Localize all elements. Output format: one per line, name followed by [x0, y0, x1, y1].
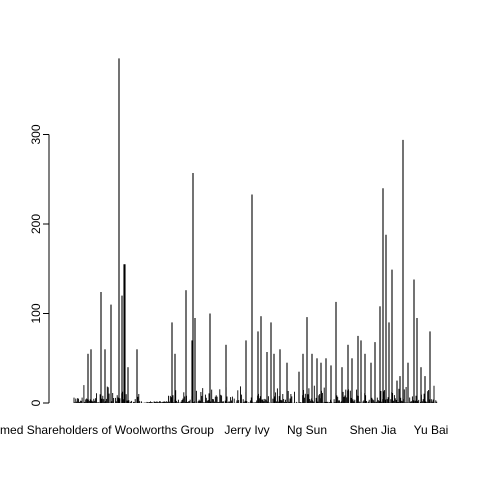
y-axis: 0 100 200 300 [29, 124, 50, 406]
y-tick-label: 0 [29, 399, 43, 406]
x-tick-label: Shen Jia [350, 423, 397, 437]
y-tick-label: 100 [29, 303, 43, 323]
x-tick-label: Ng Sun [287, 423, 327, 437]
y-tick-label: 200 [29, 214, 43, 234]
x-tick-label: Jerry Ivy [224, 423, 269, 437]
y-tick-label: 300 [29, 124, 43, 144]
x-tick-label: Yu Bai [414, 423, 449, 437]
x-axis: med Shareholders of Woolworths Group Jerr… [0, 423, 448, 437]
x-tick-label: med Shareholders of Woolworths Group [0, 423, 214, 437]
bar-series [73, 58, 438, 403]
